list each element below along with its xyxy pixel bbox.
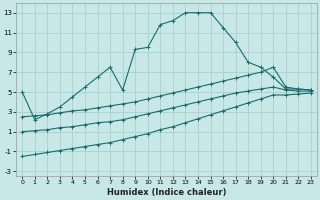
X-axis label: Humidex (Indice chaleur): Humidex (Indice chaleur) [107,188,226,197]
